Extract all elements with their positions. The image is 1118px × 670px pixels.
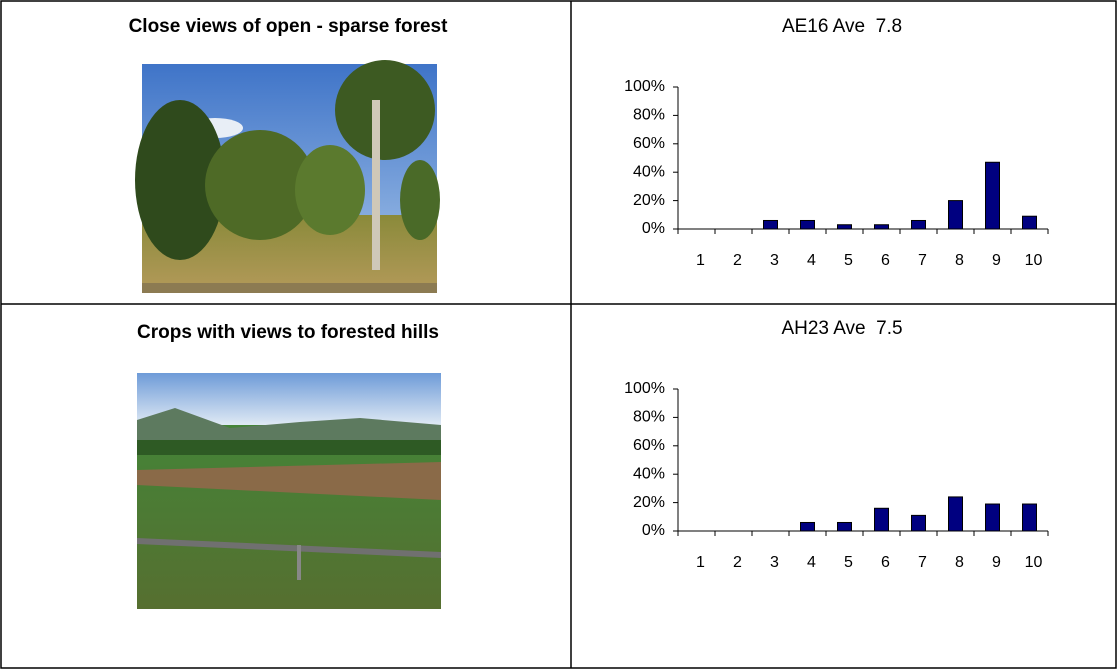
bar	[874, 507, 889, 532]
x-tick-label: 6	[881, 252, 890, 269]
bar	[985, 503, 1000, 532]
x-tick-label: 5	[844, 252, 853, 269]
y-tick-label: 40%	[633, 163, 665, 180]
x-tick-label: 9	[992, 252, 1001, 269]
bar	[800, 219, 815, 230]
y-tick-label: 60%	[633, 135, 665, 152]
y-tick-label: 100%	[624, 380, 665, 397]
bar	[911, 219, 926, 230]
bar	[985, 161, 1000, 230]
y-tick-label: 20%	[633, 494, 665, 511]
bar	[948, 200, 963, 230]
y-tick-label: 20%	[633, 192, 665, 209]
chart-title: AE16 Ave 7.8	[782, 16, 902, 37]
x-tick-label: 9	[992, 554, 1001, 571]
bar	[948, 496, 963, 532]
row-caption: Crops with views to forested hills	[137, 322, 439, 343]
x-tick-label: 8	[955, 252, 964, 269]
x-tick-label: 4	[807, 252, 816, 269]
y-tick-label: 100%	[624, 78, 665, 95]
x-tick-label: 6	[881, 554, 890, 571]
bar	[911, 514, 926, 532]
x-tick-label: 10	[1025, 252, 1043, 269]
x-tick-label: 10	[1025, 554, 1043, 571]
x-tick-label: 7	[918, 252, 927, 269]
bar	[1022, 215, 1037, 230]
y-tick-label: 0%	[642, 522, 665, 539]
bar	[837, 521, 852, 532]
bar	[800, 521, 815, 532]
y-tick-label: 80%	[633, 107, 665, 124]
x-tick-label: 1	[696, 252, 705, 269]
x-tick-label: 8	[955, 554, 964, 571]
x-tick-label: 3	[770, 554, 779, 571]
x-tick-label: 2	[733, 252, 742, 269]
bar	[874, 224, 889, 230]
x-tick-label: 1	[696, 554, 705, 571]
y-tick-label: 60%	[633, 437, 665, 454]
row-caption: Close views of open - sparse forest	[129, 16, 449, 37]
y-tick-label: 40%	[633, 465, 665, 482]
bar	[837, 224, 852, 230]
chart-title: AH23 Ave 7.5	[781, 318, 902, 339]
x-tick-label: 4	[807, 554, 816, 571]
bar	[763, 219, 778, 230]
x-tick-label: 3	[770, 252, 779, 269]
x-tick-label: 5	[844, 554, 853, 571]
y-tick-label: 0%	[642, 220, 665, 237]
x-tick-label: 7	[918, 554, 927, 571]
x-tick-label: 2	[733, 554, 742, 571]
crops-photo	[137, 373, 441, 609]
bar	[1022, 503, 1037, 532]
y-tick-label: 80%	[633, 409, 665, 426]
forest-photo	[135, 60, 440, 293]
